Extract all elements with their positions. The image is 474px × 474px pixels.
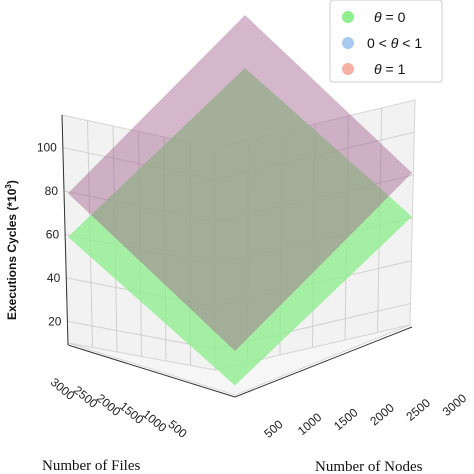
z-tick-label: 20 xyxy=(48,314,62,328)
surface-theta-1 xyxy=(68,15,412,351)
y-tick-label: 3000 xyxy=(440,391,470,419)
x-axis-line xyxy=(67,344,236,398)
z-axis-title-close: ) xyxy=(5,180,19,184)
legend-label: θ = 0 xyxy=(374,9,406,25)
surface-theta-0 xyxy=(68,68,412,386)
x-tick-label: 2500 xyxy=(71,383,101,411)
z-tick-label: 100 xyxy=(37,141,57,155)
y-tick-label: 1500 xyxy=(331,405,361,433)
y-axis-line xyxy=(234,326,413,398)
legend-label-suffix: < 1 xyxy=(398,35,422,51)
legend-label: 0 < θ < 1 xyxy=(367,35,422,51)
legend-marker xyxy=(342,37,354,49)
y-tick-label: 2500 xyxy=(404,396,434,424)
legend-label-theta: θ xyxy=(374,9,382,25)
legend-label-theta: θ xyxy=(391,35,399,51)
x-tick-label: 3000 xyxy=(48,375,78,403)
z-axis-title: Executions Cycles (*103) xyxy=(4,180,19,320)
x-tick-label: 1000 xyxy=(140,407,170,435)
legend-label-theta: θ xyxy=(374,61,382,77)
z-axis-title-main: Executions Cycles (*10 xyxy=(5,188,19,320)
legend-label-suffix: = 0 xyxy=(382,9,406,25)
y-axis-title: Number of Nodes xyxy=(315,459,423,474)
legend-marker xyxy=(342,11,354,23)
z-tick-label: 40 xyxy=(47,271,61,285)
legend-box xyxy=(329,0,443,83)
z-axis-title-sup: 3 xyxy=(4,184,13,189)
x-axis-title: Number of Files xyxy=(42,458,140,474)
y-tick-label: 500 xyxy=(261,417,286,441)
z-tick-label: 60 xyxy=(46,227,60,241)
x-tick-label: 2000 xyxy=(94,391,124,419)
legend-label: θ = 1 xyxy=(374,61,406,77)
legend-marker xyxy=(342,63,354,75)
x-tick-label: 500 xyxy=(165,417,190,441)
legend-label-suffix: = 1 xyxy=(382,61,406,77)
z-tick-label: 80 xyxy=(45,184,59,198)
z-axis-line xyxy=(61,114,69,346)
legend-label-prefix: 0 < xyxy=(367,35,391,51)
x-tick-label: 1500 xyxy=(117,399,147,427)
y-tick-label: 2000 xyxy=(367,400,397,428)
y-tick-label: 1000 xyxy=(295,410,325,438)
